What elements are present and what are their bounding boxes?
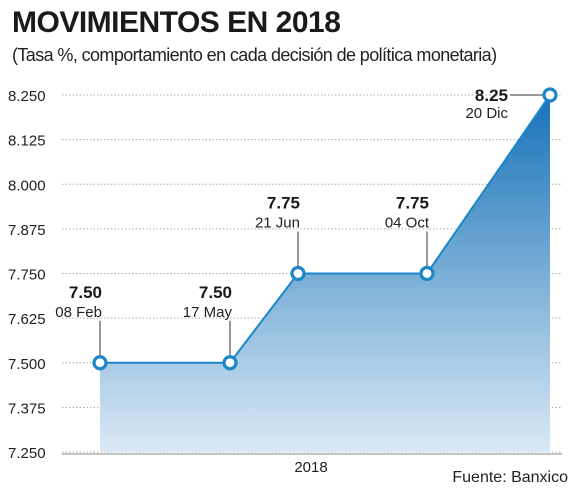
y-tick-label: 8.125 [8, 133, 46, 150]
y-tick-label: 7.250 [8, 445, 46, 462]
date-label: 21 Jun [255, 215, 300, 232]
data-point [222, 355, 238, 371]
y-tick-label: 7.750 [8, 267, 46, 284]
date-label: 17 May [183, 304, 233, 321]
data-point [92, 355, 108, 371]
data-points [92, 87, 558, 371]
y-tick-label: 8.250 [8, 88, 46, 105]
date-label: 20 Dic [465, 105, 508, 122]
data-point [419, 265, 435, 282]
y-tick-label: 7.500 [8, 356, 46, 373]
data-point [290, 265, 306, 282]
value-label: 7.50 [69, 283, 102, 302]
x-axis-label: 2018 [294, 459, 327, 476]
value-label: 7.75 [396, 194, 429, 213]
x-axis: 2018 [62, 453, 562, 476]
value-label: 7.50 [199, 283, 232, 302]
data-labels: 7.50 08 Feb 7.50 17 May 7.75 21 Jun 7.75 04 Oct… [55, 86, 550, 363]
value-label: 7.75 [267, 194, 300, 213]
value-label: 8.25 [475, 86, 508, 105]
date-label: 08 Feb [55, 304, 102, 321]
y-axis-ticks: 8.250 8.125 8.000 7.875 7.750 7.625 7.500 7.375… [8, 88, 46, 462]
y-tick-label: 7.375 [8, 400, 46, 417]
chart-title: MOVIMIENTOS EN 2018 [12, 6, 341, 39]
data-point [542, 87, 558, 103]
y-tick-label: 7.875 [8, 222, 46, 239]
source-note: Fuente: Banxico [452, 469, 568, 486]
y-tick-label: 7.625 [8, 311, 46, 328]
chart-subtitle: (Tasa %, comportamiento en cada decisión… [12, 45, 497, 65]
date-label: 04 Oct [385, 215, 430, 232]
y-tick-label: 8.000 [8, 177, 46, 194]
